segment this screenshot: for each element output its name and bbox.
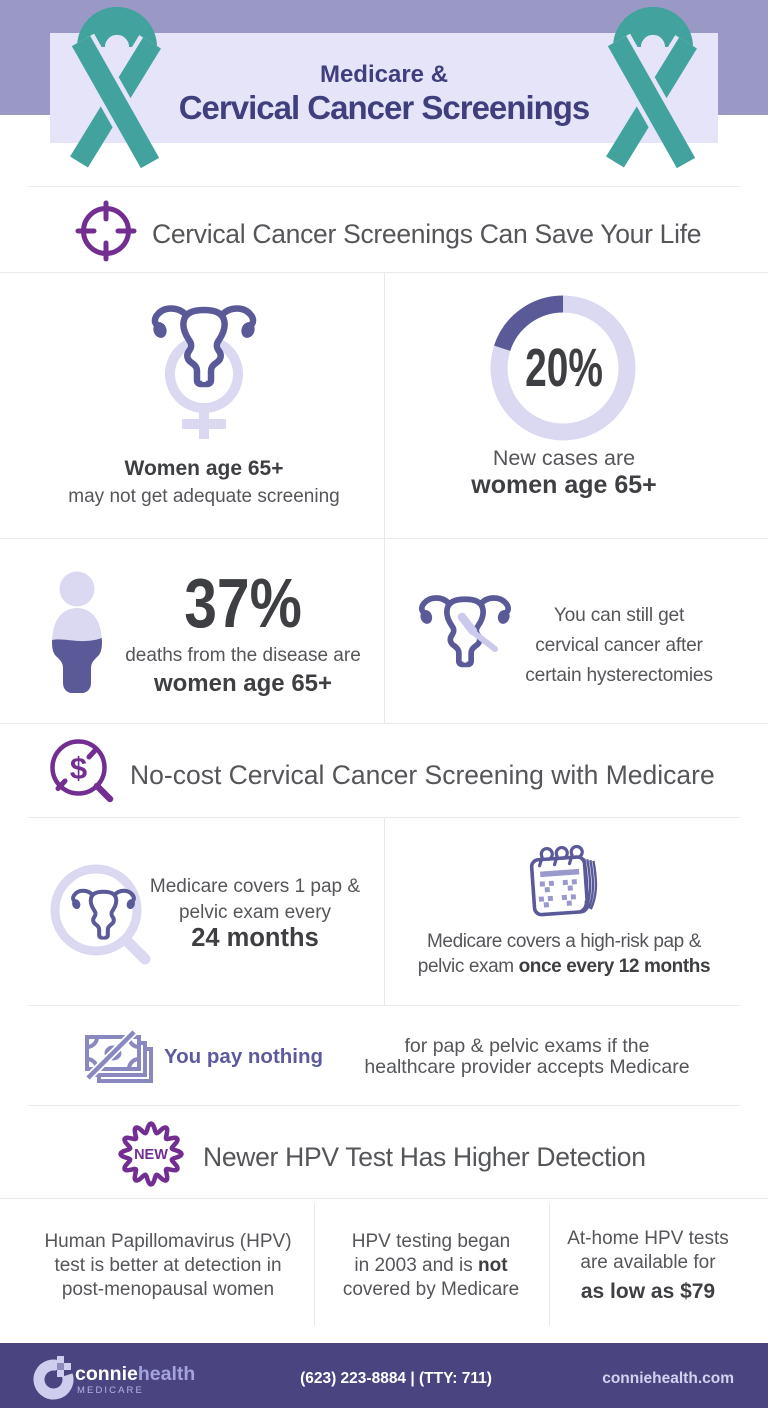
svg-text:$: $: [70, 751, 87, 786]
svg-text:NEW: NEW: [134, 1147, 168, 1163]
